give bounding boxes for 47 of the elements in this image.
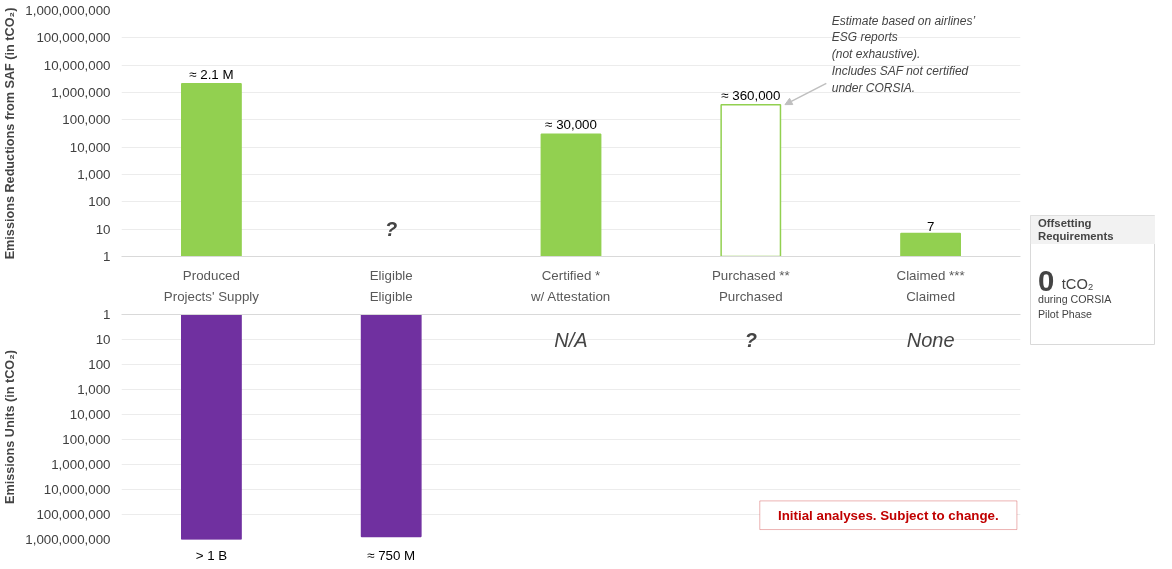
data-label: ≈ 2.1 M — [189, 66, 234, 82]
data-label: > 1 B — [195, 547, 228, 563]
x-tick-label: Purchased ** — [711, 267, 790, 283]
data-label: ≈ 360,000 — [721, 87, 781, 103]
y-tick-label: 100,000,000 — [36, 30, 111, 46]
data-label: ≈ 750 M — [367, 547, 416, 563]
y-tick-label: 1,000,000,000 — [25, 3, 111, 18]
y-tick-label: 10,000,000 — [43, 57, 111, 73]
x-tick-label: Purchased — [718, 288, 783, 304]
y-tick-label: 1,000,000 — [51, 85, 111, 100]
text: during CORSIA Pilot Phase — [1038, 293, 1113, 320]
data-label: ≈ 30,000 — [545, 117, 597, 133]
annotation: ? — [385, 218, 398, 241]
y-tick-label: 1,000,000 — [51, 457, 111, 472]
y-tick-label: 100,000 — [62, 432, 111, 447]
annotation: N/A — [554, 328, 588, 351]
x-tick-label: Eligible — [369, 288, 413, 304]
y-tick-label: 100,000 — [62, 112, 111, 128]
annotation: ? — [744, 328, 757, 351]
y-tick-label: 10,000 — [69, 139, 111, 155]
annotation: None — [906, 328, 955, 351]
x-tick-label: Claimed — [906, 288, 956, 304]
x-tick-label: w/ Attestation — [530, 288, 611, 304]
y-tick-label: 1,000 — [77, 167, 111, 182]
y-axis-title: Emissions Reductions from SAF (in tCO₂) — [3, 7, 18, 260]
x-tick-label: Eligible — [369, 267, 413, 283]
annotation: Initial analyses. Subject to change. — [777, 507, 999, 523]
y-tick-label: 100,000,000 — [36, 507, 111, 522]
y-tick-label: 10 — [95, 221, 111, 237]
y-tick-label: 10 — [95, 332, 111, 347]
y-tick-label: 10,000,000 — [43, 482, 111, 497]
y-axis-title: Emissions Units (in tCO₂) — [3, 350, 18, 504]
y-tick-label: 100 — [88, 194, 111, 210]
y-tick-label: 1 — [103, 249, 111, 264]
y-tick-label: 10,000 — [69, 407, 111, 422]
text: Offsetting Requirements — [1038, 217, 1114, 243]
x-tick-label: Projects' Supply — [163, 288, 260, 304]
annotation: Estimate based on airlines’ ESG reports (not exhaustive). Includes SAF not certified under CORSIA. — [831, 13, 976, 95]
x-tick-label: Produced — [182, 267, 240, 283]
y-tick-label: 100 — [88, 357, 111, 372]
text: tCO₂ — [1061, 276, 1094, 293]
data-label: 7 — [926, 219, 935, 235]
x-tick-label: Claimed *** — [896, 267, 965, 283]
y-tick-label: 1 — [103, 307, 111, 322]
y-tick-label: 1,000 — [77, 382, 111, 397]
x-tick-label: Certified * — [541, 267, 601, 283]
y-tick-label: 1,000,000,000 — [25, 532, 111, 547]
